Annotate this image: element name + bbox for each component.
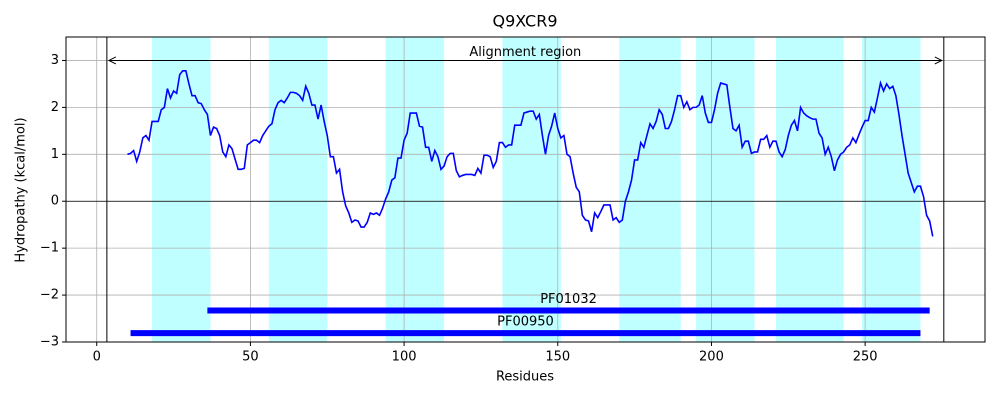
highlight-region xyxy=(152,37,211,342)
data-line xyxy=(127,69,934,237)
highlight-region xyxy=(696,37,755,342)
highlight-region xyxy=(268,37,328,342)
highlight-region xyxy=(862,37,921,342)
x-tick-label: 50 xyxy=(242,350,259,365)
y-tick-label: −1 xyxy=(40,241,59,256)
plot-frame xyxy=(65,36,986,343)
y-tick-label: 1 xyxy=(51,147,59,162)
domain-label: PF01032 xyxy=(540,292,597,307)
arrow-head xyxy=(934,56,943,65)
highlight-region xyxy=(775,37,844,342)
x-tick-label: 150 xyxy=(545,350,570,365)
y-axis-label: Hydropathy (kcal/mol) xyxy=(14,117,29,262)
y-tick-label: 2 xyxy=(51,100,59,115)
y-tick-label: 3 xyxy=(51,53,59,68)
arrow-head xyxy=(107,56,117,65)
x-axis-label: Residues xyxy=(496,370,554,385)
x-tick-label: 100 xyxy=(392,350,417,365)
domain-label: PF00950 xyxy=(497,315,554,330)
highlight-region xyxy=(502,37,561,342)
y-tick-label: −3 xyxy=(40,335,59,350)
x-tick-label: 0 xyxy=(93,350,101,365)
highlight-region xyxy=(385,37,445,342)
y-tick-label: −2 xyxy=(40,288,59,303)
x-tick-label: 200 xyxy=(699,350,724,365)
y-tick-label: 0 xyxy=(51,194,59,209)
chart-title: Q9XCR9 xyxy=(492,12,557,31)
annotation: Alignment region xyxy=(469,45,581,60)
x-tick-label: 250 xyxy=(853,350,878,365)
